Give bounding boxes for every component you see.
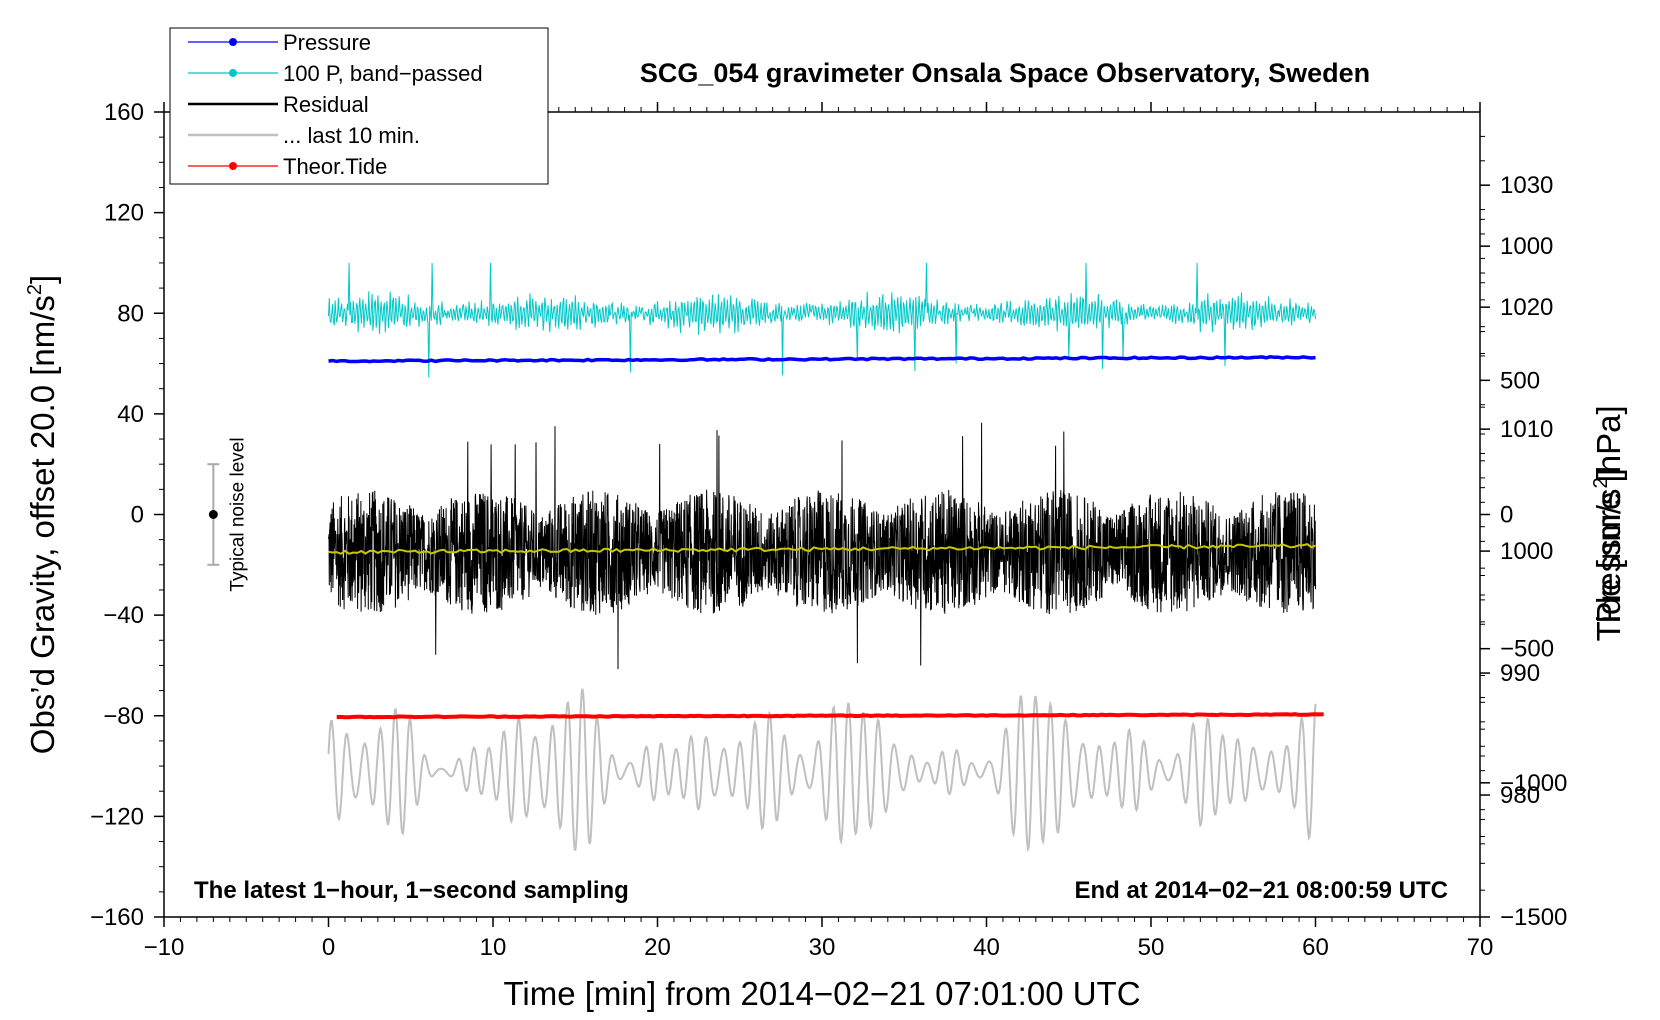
legend-marker (229, 38, 237, 46)
y-tick-label: −120 (90, 803, 144, 830)
legend-label: Residual (283, 92, 369, 117)
tide-tick-label: −500 (1500, 636, 1554, 663)
pressure-tick-label: 980 (1500, 782, 1540, 809)
x-tick-label: 10 (480, 934, 507, 961)
x-axis-label: Time [min] from 2014−02−21 07:01:00 UTC (503, 975, 1140, 1012)
y-tick-label: −80 (103, 703, 144, 730)
y-tick-label: 40 (117, 401, 144, 428)
chart-title: SCG_054 gravimeter Onsala Space Observat… (640, 58, 1370, 88)
x-tick-label: −10 (144, 934, 185, 961)
y-tick-label: 160 (104, 99, 144, 126)
series-theor-tide (336, 712, 1324, 720)
x-tick-label: 50 (1138, 934, 1165, 961)
x-tick-label: 40 (973, 934, 1000, 961)
y-tick-label: 80 (117, 300, 144, 327)
pressure-tick-label: 1000 (1500, 538, 1553, 565)
tide-tick-label: 500 (1500, 367, 1540, 394)
tide-tick-label: −1500 (1500, 904, 1567, 931)
series-pressure-band-passed (328, 262, 1316, 378)
y-axis-label: Obs’d Gravity, offset 20.0 [nm/s2] (24, 275, 61, 754)
x-tick-label: 70 (1467, 934, 1494, 961)
y-axis-label-close: ] (24, 275, 61, 284)
y-axis-label-sup: 2 (24, 284, 46, 295)
legend-marker (229, 69, 237, 77)
y-tick-label: −160 (90, 904, 144, 931)
tide-axis-label-close: ] (1590, 468, 1627, 477)
tide-tick-label: −1000 (1500, 770, 1567, 797)
pressure-axis-label: Pressure [hPa] (1590, 405, 1627, 623)
legend-box (169, 27, 549, 185)
x-tick-label: 30 (809, 934, 836, 961)
legend-label: ... last 10 min. (283, 123, 420, 148)
series-pressure (328, 355, 1316, 364)
noise-bar-center (208, 510, 218, 519)
tide-tick-label: 0 (1500, 502, 1513, 529)
x-tick-label: 0 (322, 934, 335, 961)
x-tick-label: 60 (1302, 934, 1329, 961)
series-last-10-min (327, 688, 1317, 853)
series-residual-smoothed (328, 543, 1316, 555)
series-residual (328, 422, 1316, 670)
pressure-tick-label: 1030 (1500, 172, 1553, 199)
legend-label: 100 P, band−passed (283, 61, 483, 86)
axes-layer: −10 0 10 20 30 40 50 60 70−160−120−80−4004080120… (90, 99, 1567, 961)
noise-level-label: Typical noise level (227, 437, 248, 591)
pressure-tick-label: 1010 (1500, 416, 1553, 443)
tide-axis-label-sup: 2 (1590, 477, 1612, 488)
x-tick-label: 20 (644, 934, 671, 961)
y-tick-label: 0 (131, 502, 144, 529)
legend: Pressure 100 P, band−passed Residual ... la… (169, 27, 549, 185)
plot-layer (207, 262, 1324, 853)
annotation-right: End at 2014−02−21 08:00:59 UTC (1074, 877, 1448, 904)
tide-axis-label-main: Tide [nm/s (1590, 488, 1627, 641)
legend-marker (229, 162, 237, 170)
tide-tick-label: 1000 (1500, 233, 1553, 260)
annotation-left: The latest 1−hour, 1−second sampling (194, 877, 629, 904)
legend-label: Pressure (283, 30, 371, 55)
pressure-tick-label: 1020 (1500, 294, 1553, 321)
y-tick-label: −40 (103, 602, 144, 629)
y-tick-label: 120 (104, 200, 144, 227)
tide-axis-label: Tide [nm/s2] (1590, 468, 1627, 641)
legend-label: Theor.Tide (283, 154, 387, 179)
y-axis-label-main: Obs’d Gravity, offset 20.0 [nm/s (24, 295, 61, 754)
pressure-tick-label: 990 (1500, 660, 1540, 687)
